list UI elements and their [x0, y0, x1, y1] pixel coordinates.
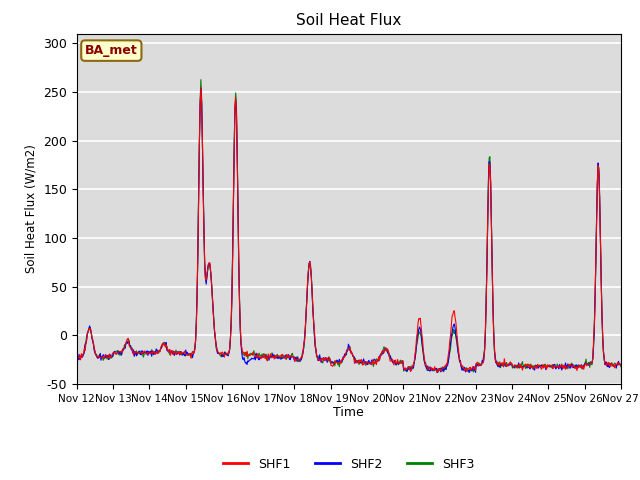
SHF3	[416, 329, 424, 335]
Line: SHF1: SHF1	[77, 88, 621, 372]
SHF1	[223, 350, 231, 356]
SHF3	[197, 77, 205, 83]
SHF2	[223, 352, 231, 358]
SHF2	[197, 85, 205, 91]
SHF1	[617, 362, 625, 368]
SHF3	[465, 369, 472, 375]
SHF3	[73, 351, 81, 357]
SHF2	[434, 370, 442, 375]
SHF3	[139, 351, 147, 357]
SHF2	[139, 348, 147, 354]
Line: SHF3: SHF3	[77, 80, 621, 372]
Line: SHF2: SHF2	[77, 88, 621, 372]
SHF1	[139, 349, 147, 355]
SHF2	[431, 366, 439, 372]
SHF2	[83, 337, 90, 343]
Text: BA_met: BA_met	[85, 44, 138, 57]
SHF1	[73, 351, 81, 357]
Y-axis label: Soil Heat Flux (W/m2): Soil Heat Flux (W/m2)	[25, 144, 38, 273]
SHF3	[431, 366, 439, 372]
SHF1	[197, 85, 205, 91]
SHF2	[617, 361, 625, 367]
Legend: SHF1, SHF2, SHF3: SHF1, SHF2, SHF3	[218, 453, 480, 476]
Title: Soil Heat Flux: Soil Heat Flux	[296, 13, 401, 28]
SHF1	[83, 336, 90, 342]
SHF2	[73, 354, 81, 360]
X-axis label: Time: Time	[333, 407, 364, 420]
SHF1	[416, 316, 424, 322]
SHF1	[194, 249, 202, 255]
SHF2	[194, 250, 202, 256]
SHF1	[433, 370, 441, 375]
SHF3	[223, 352, 231, 358]
SHF1	[431, 367, 439, 373]
SHF3	[617, 364, 625, 370]
SHF2	[416, 324, 424, 330]
SHF3	[194, 248, 202, 253]
SHF3	[83, 334, 90, 339]
